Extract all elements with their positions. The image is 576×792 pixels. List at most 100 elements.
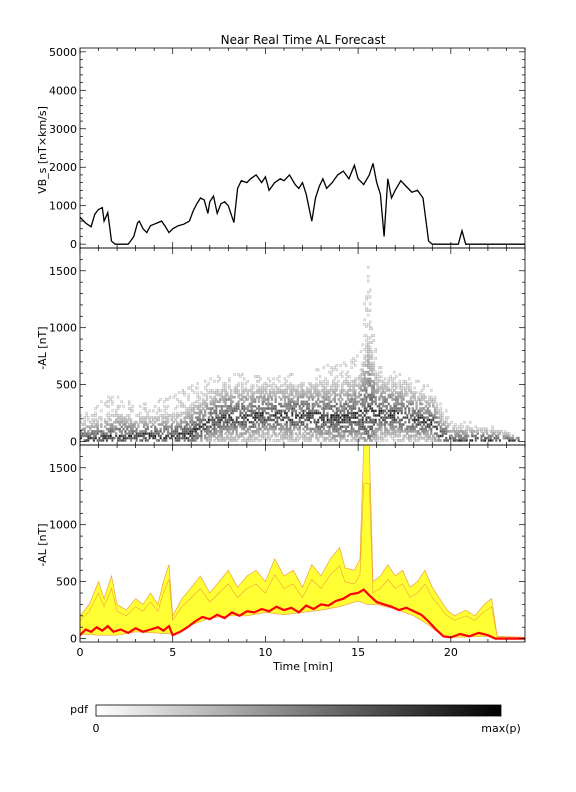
pdf-cell <box>263 409 266 413</box>
pdf-cell <box>255 407 259 410</box>
pdf-cell <box>202 418 205 422</box>
pdf-cell <box>350 361 353 365</box>
pdf-cell <box>87 439 90 442</box>
pdf-cell <box>228 386 231 390</box>
pdf-cell <box>315 400 318 404</box>
pdf-cell <box>231 436 235 440</box>
pdf-cell <box>406 430 409 433</box>
pdf-cell <box>343 382 346 385</box>
pdf-cell <box>224 418 227 422</box>
pdf-cell <box>346 375 350 378</box>
pdf-cell <box>241 384 244 388</box>
pdf-cell <box>231 420 235 424</box>
pdf-cell <box>421 427 424 431</box>
pdf-cell <box>422 418 426 422</box>
pdf-cell <box>402 398 405 401</box>
pdf-cell <box>255 432 259 435</box>
pdf-cell <box>235 420 238 424</box>
pdf-cell <box>341 404 344 408</box>
pdf-cell <box>422 398 426 401</box>
pdf-cell <box>268 384 272 388</box>
pdf-cell <box>311 393 314 397</box>
pdf-cell <box>207 391 210 394</box>
pdf-cell <box>354 402 357 406</box>
pdf-cell <box>255 436 259 440</box>
pdf-cell <box>382 439 385 442</box>
pdf-cell <box>313 411 316 415</box>
pdf-cell <box>497 436 500 440</box>
pdf-cell <box>296 393 299 397</box>
pdf-cell <box>354 364 357 367</box>
pdf-cell <box>382 418 385 422</box>
pdf-cell <box>389 420 392 424</box>
pdf-cell <box>315 368 318 372</box>
pdf-cell <box>439 439 442 442</box>
pdf-cell <box>363 425 366 429</box>
pdf-cell <box>356 434 359 438</box>
pdf-cell <box>330 439 333 442</box>
pdf-cell <box>317 409 320 413</box>
pdf-cell <box>398 434 401 438</box>
pdf-cell <box>192 420 196 424</box>
pdf-cell <box>409 427 413 431</box>
x-tick-label: 10 <box>258 646 272 659</box>
pdf-cell <box>300 434 303 438</box>
pdf-cell <box>131 404 134 408</box>
pdf-cell <box>113 430 116 433</box>
pdf-cell <box>348 416 351 419</box>
pdf-cell <box>472 434 476 438</box>
pdf-cell <box>480 430 483 433</box>
pdf-cell <box>226 423 229 426</box>
pdf-cell <box>311 386 314 390</box>
pdf-cell <box>363 398 366 401</box>
y-tick-label: 500 <box>56 576 77 589</box>
pdf-cell <box>307 418 311 422</box>
pdf-cell <box>424 409 427 413</box>
pdf-cell <box>335 414 338 417</box>
pdf-cell <box>404 386 407 390</box>
pdf-cell <box>268 391 272 394</box>
pdf-cell <box>335 402 338 406</box>
pdf-cell <box>259 389 262 392</box>
pdf-cell <box>463 439 466 442</box>
pdf-cell <box>419 423 422 426</box>
pdf-cell <box>409 436 413 440</box>
pdf-cell <box>185 409 188 413</box>
pdf-cell <box>398 407 401 410</box>
pdf-cell <box>291 432 294 435</box>
pdf-cell <box>172 416 175 419</box>
pdf-cell <box>83 420 86 424</box>
pdf-cell <box>359 350 363 353</box>
pdf-cell <box>398 427 401 431</box>
pdf-cell <box>246 379 249 383</box>
pdf-cell <box>361 384 364 388</box>
pdf-cell <box>267 434 270 438</box>
pdf-cell <box>326 389 329 392</box>
pdf-cell <box>313 386 316 390</box>
pdf-cell <box>122 416 125 419</box>
pdf-cell <box>170 430 173 433</box>
pdf-cell <box>261 402 264 406</box>
pdf-cell <box>191 439 194 442</box>
pdf-cell <box>252 391 255 394</box>
pdf-cell <box>433 409 437 413</box>
pdf-cell <box>230 439 233 442</box>
pdf-cell <box>363 432 366 435</box>
pdf-cell <box>441 434 444 438</box>
pdf-cell <box>354 389 357 392</box>
pdf-cell <box>168 432 172 435</box>
pdf-cell <box>439 418 442 422</box>
pdf-cell <box>200 402 203 406</box>
pdf-cell <box>369 348 372 351</box>
pdf-cell <box>346 418 350 422</box>
pdf-cell <box>92 418 96 422</box>
pdf-cell <box>118 418 121 422</box>
pdf-cell <box>332 434 335 438</box>
pdf-cell <box>344 420 348 424</box>
pdf-cell <box>322 411 325 415</box>
pdf-cell <box>511 434 515 438</box>
pdf-cell <box>474 430 477 433</box>
pdf-cell <box>289 373 292 376</box>
pdf-cell <box>419 432 422 435</box>
